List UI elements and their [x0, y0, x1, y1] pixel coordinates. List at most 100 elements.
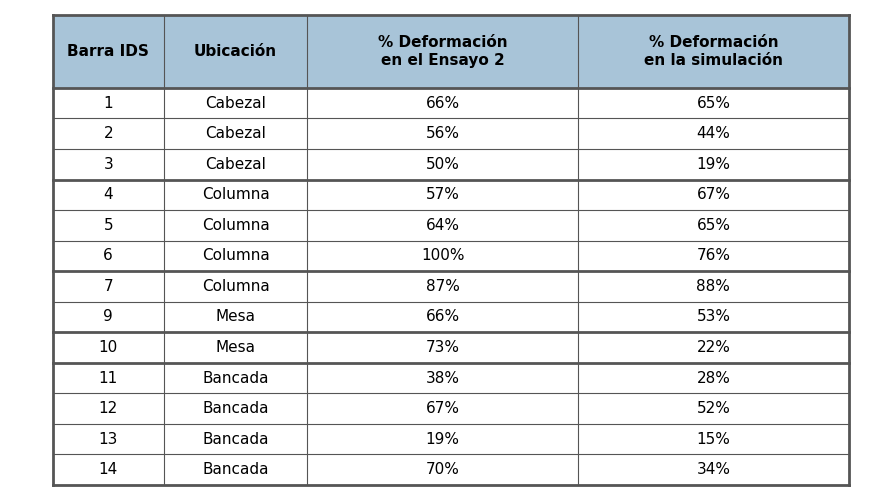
Text: 13: 13 — [99, 432, 118, 446]
Bar — [52, 302, 164, 332]
Text: 66%: 66% — [425, 310, 459, 324]
Bar — [578, 271, 849, 302]
Text: 67%: 67% — [425, 401, 459, 416]
Text: 9: 9 — [103, 310, 113, 324]
Text: 14: 14 — [99, 462, 118, 477]
Text: 34%: 34% — [696, 462, 731, 477]
Bar — [164, 240, 307, 271]
Text: Cabezal: Cabezal — [206, 156, 266, 172]
Text: 73%: 73% — [425, 340, 459, 355]
Text: Bancada: Bancada — [202, 370, 269, 386]
Text: 88%: 88% — [696, 279, 731, 294]
Text: 56%: 56% — [425, 126, 459, 141]
Bar — [164, 88, 307, 118]
Text: 70%: 70% — [426, 462, 459, 477]
Text: Ubicación: Ubicación — [194, 44, 277, 59]
Text: 4: 4 — [103, 188, 113, 202]
Text: 100%: 100% — [421, 248, 465, 264]
Text: 6: 6 — [103, 248, 113, 264]
Bar — [307, 180, 578, 210]
Text: 19%: 19% — [696, 156, 731, 172]
Text: 3: 3 — [103, 156, 113, 172]
Text: Columna: Columna — [202, 188, 270, 202]
Text: Columna: Columna — [202, 218, 270, 233]
Bar — [578, 88, 849, 118]
Text: 66%: 66% — [425, 96, 459, 110]
Bar — [52, 240, 164, 271]
Bar — [52, 118, 164, 149]
Bar — [578, 454, 849, 485]
Text: 50%: 50% — [426, 156, 459, 172]
Bar — [164, 394, 307, 424]
Bar — [164, 332, 307, 363]
Bar — [52, 454, 164, 485]
Text: 65%: 65% — [696, 218, 731, 233]
Text: Bancada: Bancada — [202, 401, 269, 416]
Bar — [52, 363, 164, 394]
Bar — [307, 210, 578, 240]
Text: Columna: Columna — [202, 279, 270, 294]
Bar — [307, 118, 578, 149]
Bar — [164, 149, 307, 180]
Text: 64%: 64% — [425, 218, 459, 233]
Bar — [578, 302, 849, 332]
Bar — [578, 149, 849, 180]
Text: 19%: 19% — [425, 432, 459, 446]
Text: Mesa: Mesa — [215, 310, 256, 324]
Bar — [307, 394, 578, 424]
Text: 1: 1 — [103, 96, 113, 110]
Text: 67%: 67% — [696, 188, 731, 202]
Text: 87%: 87% — [426, 279, 459, 294]
Bar — [578, 210, 849, 240]
Text: Columna: Columna — [202, 248, 270, 264]
Text: 12: 12 — [99, 401, 118, 416]
Bar — [307, 271, 578, 302]
Bar — [307, 88, 578, 118]
Text: 57%: 57% — [426, 188, 459, 202]
Bar — [52, 332, 164, 363]
Bar — [164, 180, 307, 210]
Text: Cabezal: Cabezal — [206, 126, 266, 141]
Text: 22%: 22% — [696, 340, 731, 355]
Bar — [164, 118, 307, 149]
Bar — [52, 88, 164, 118]
Text: 10: 10 — [99, 340, 118, 355]
Text: 28%: 28% — [696, 370, 731, 386]
Text: 44%: 44% — [696, 126, 731, 141]
Bar — [578, 332, 849, 363]
Bar — [578, 180, 849, 210]
Bar — [52, 210, 164, 240]
Text: 76%: 76% — [696, 248, 731, 264]
Text: 38%: 38% — [425, 370, 459, 386]
Bar — [164, 363, 307, 394]
Text: 11: 11 — [99, 370, 118, 386]
Bar — [164, 424, 307, 454]
Bar — [164, 271, 307, 302]
Text: 52%: 52% — [696, 401, 731, 416]
Text: 2: 2 — [103, 126, 113, 141]
Bar — [164, 210, 307, 240]
Text: 7: 7 — [103, 279, 113, 294]
Bar — [164, 302, 307, 332]
Bar — [578, 363, 849, 394]
Bar — [307, 363, 578, 394]
Text: 53%: 53% — [696, 310, 731, 324]
Bar — [307, 302, 578, 332]
Text: % Deformación
en la simulación: % Deformación en la simulación — [644, 35, 783, 68]
Bar — [307, 424, 578, 454]
Bar — [578, 394, 849, 424]
Text: Bancada: Bancada — [202, 432, 269, 446]
Text: % Deformación
en el Ensayo 2: % Deformación en el Ensayo 2 — [378, 35, 508, 68]
Text: Bancada: Bancada — [202, 462, 269, 477]
Bar — [52, 271, 164, 302]
Bar — [52, 180, 164, 210]
Bar — [52, 424, 164, 454]
Bar — [578, 240, 849, 271]
Bar — [578, 424, 849, 454]
Bar — [164, 454, 307, 485]
Text: 15%: 15% — [696, 432, 731, 446]
Text: 65%: 65% — [696, 96, 731, 110]
Bar — [52, 394, 164, 424]
Bar — [307, 149, 578, 180]
Text: Mesa: Mesa — [215, 340, 256, 355]
